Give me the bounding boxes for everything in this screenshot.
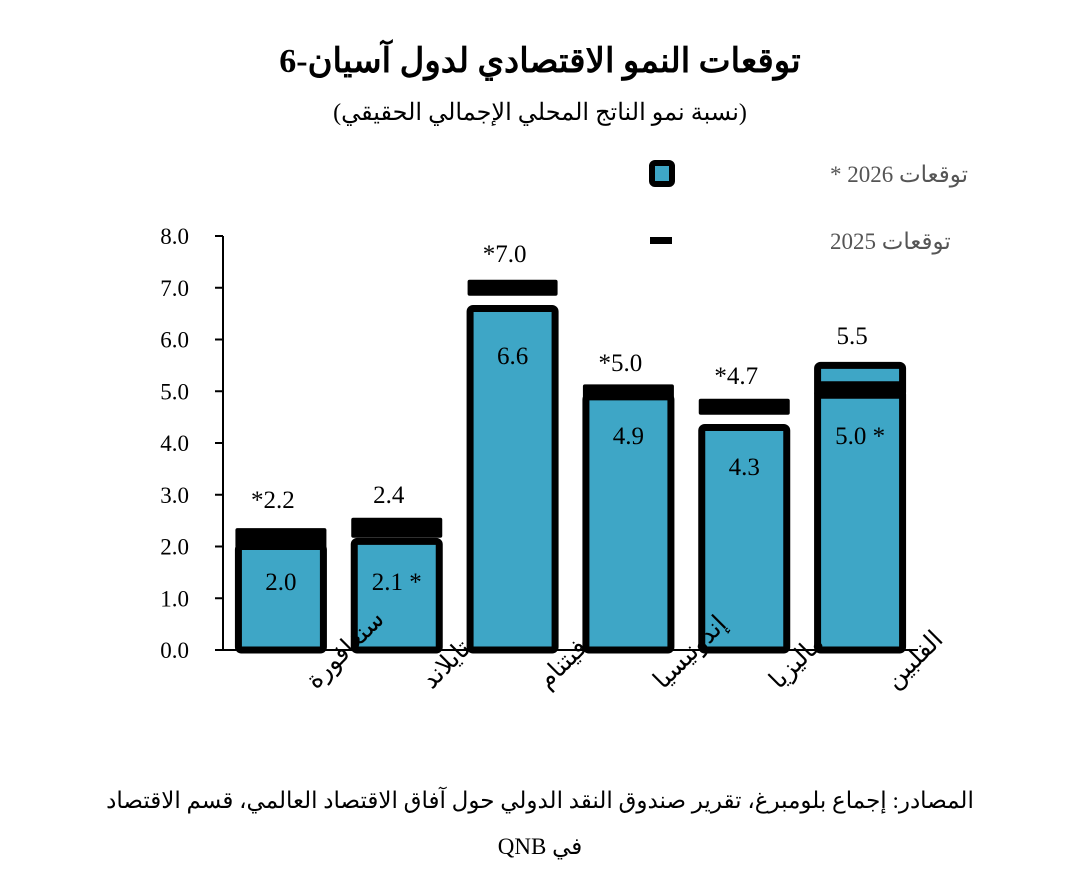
- data-label-2026: *7.0: [483, 241, 527, 268]
- legend-swatch-2026: [649, 160, 675, 187]
- data-label-2025: 4.3: [729, 454, 760, 481]
- marker-2026: [351, 517, 443, 538]
- data-label-2026: *5.0: [599, 350, 643, 377]
- y-tick-label: 3.0: [160, 483, 189, 508]
- bar-2025: [698, 423, 791, 654]
- source-note: المصادر: إجماع بلومبرغ، تقرير صندوق النق…: [60, 778, 1020, 870]
- bar-2025: [350, 537, 443, 654]
- y-tick-label: 7.0: [160, 276, 189, 301]
- y-tick-label: 0.0: [160, 638, 189, 663]
- data-label-2026: 5.5: [836, 323, 867, 350]
- data-label-2025: 5.0 *: [835, 423, 885, 450]
- marker-2026: [467, 279, 558, 296]
- marker-2026: [235, 528, 327, 549]
- y-tick-label: 4.0: [160, 431, 189, 456]
- bar-2025: [466, 304, 559, 654]
- bars: [234, 279, 907, 654]
- data-label-2025: 2.0: [265, 569, 296, 596]
- bar-2025: [234, 543, 327, 654]
- legend-label-2025: توقعات 2025: [830, 229, 951, 255]
- data-label-2026: 2.4: [373, 482, 405, 509]
- marker-2026: [698, 398, 790, 415]
- y-tick-label: 2.0: [160, 535, 189, 560]
- y-tick-label: 6.0: [160, 328, 189, 353]
- legend-label-2026: توقعات 2026 *: [830, 162, 968, 188]
- axes: 0.0 1.0 2.0 3.0 4.0 5.0 6.0 7.0 8.0: [160, 224, 918, 663]
- marker-2026: [814, 381, 906, 398]
- data-label-2025: 6.6: [497, 343, 528, 370]
- data-labels: 2.0 *2.2 2.1 * 2.4 6.6 *7.0 4.9 *5.0 4.3 *4.7 5.0 …: [251, 241, 885, 596]
- data-label-2025: 4.9: [613, 423, 644, 450]
- data-label-2025: 2.1 *: [372, 569, 422, 596]
- marker-2026: [582, 384, 674, 401]
- legend: توقعات 2026 * توقعات 2025: [649, 160, 968, 255]
- legend-swatch-2025: [650, 237, 672, 244]
- y-tick-label: 8.0: [160, 224, 189, 249]
- chart-title: توقعات النمو الاقتصادي لدول آسيان-6: [279, 39, 800, 81]
- data-label-2026: *2.2: [251, 487, 295, 514]
- source-line-1: المصادر: إجماع بلومبرغ، تقرير صندوق النق…: [106, 788, 974, 813]
- source-line-2: في QNB: [497, 834, 583, 859]
- chart-subtitle: (نسبة نمو الناتج المحلي الإجمالي الحقيقي…: [333, 100, 747, 126]
- data-label-2026: *4.7: [714, 363, 758, 390]
- y-tick-label: 1.0: [160, 586, 189, 611]
- y-tick-label: 5.0: [160, 379, 189, 404]
